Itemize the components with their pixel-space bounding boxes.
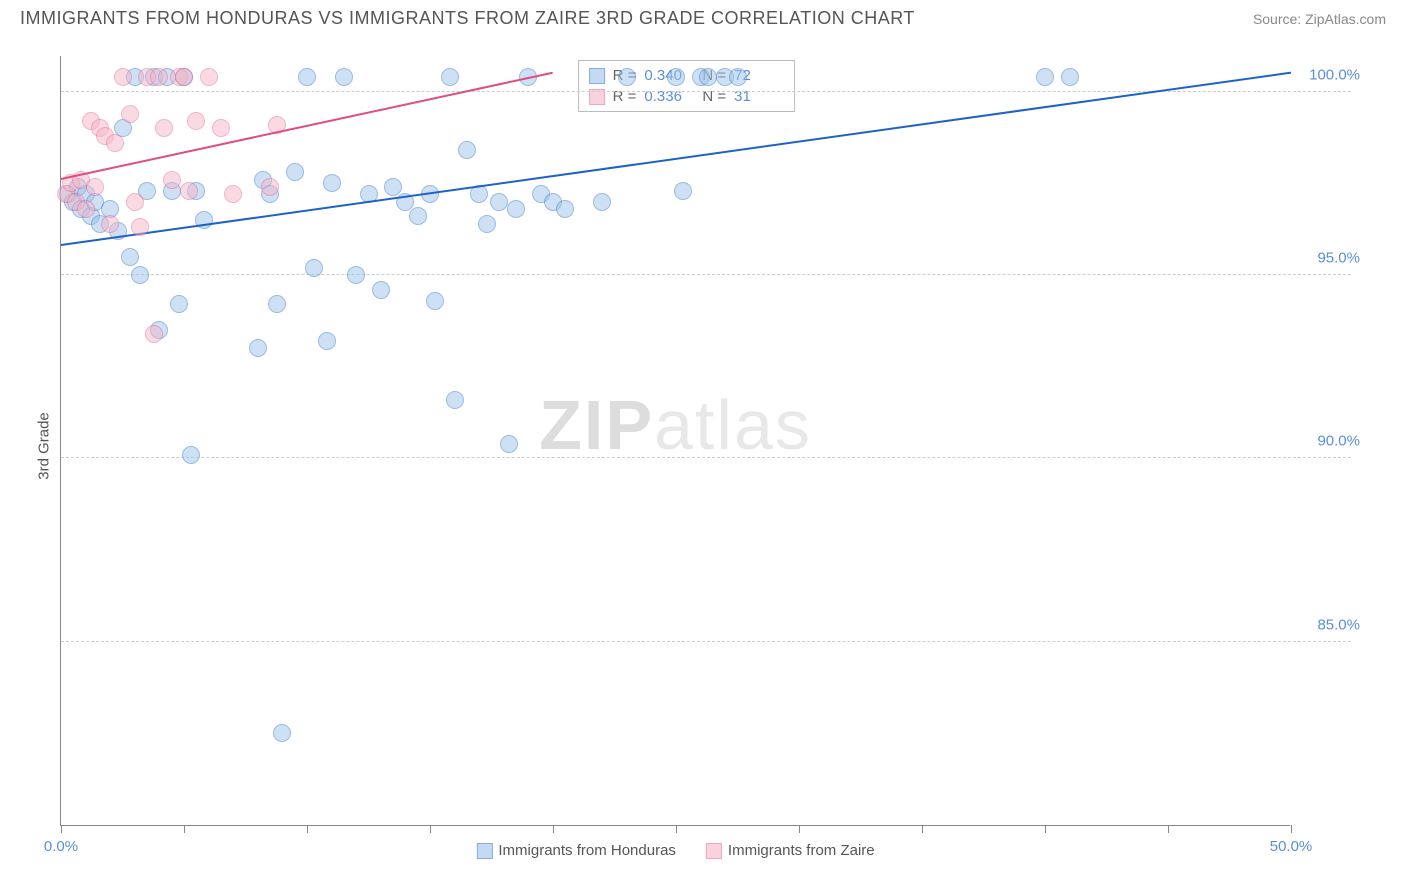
scatter-point bbox=[180, 182, 198, 200]
gridline bbox=[61, 641, 1351, 642]
x-tick-label: 0.0% bbox=[44, 838, 78, 855]
scatter-point bbox=[335, 68, 353, 86]
scatter-point bbox=[298, 68, 316, 86]
x-tick bbox=[553, 825, 554, 833]
scatter-point bbox=[101, 215, 119, 233]
scatter-point bbox=[268, 295, 286, 313]
scatter-point bbox=[1061, 68, 1079, 86]
scatter-point bbox=[175, 68, 193, 86]
stats-legend: R =0.340N =72R =0.336N =31 bbox=[578, 60, 796, 112]
legend-swatch bbox=[476, 843, 492, 859]
x-tick bbox=[799, 825, 800, 833]
x-tick-label: 50.0% bbox=[1270, 838, 1313, 855]
scatter-point bbox=[249, 339, 267, 357]
scatter-point bbox=[323, 174, 341, 192]
legend-item: Immigrants from Zaire bbox=[706, 842, 875, 859]
header: IMMIGRANTS FROM HONDURAS VS IMMIGRANTS F… bbox=[0, 0, 1406, 33]
scatter-point bbox=[490, 193, 508, 211]
scatter-point bbox=[318, 332, 336, 350]
legend-swatch bbox=[706, 843, 722, 859]
scatter-point bbox=[618, 68, 636, 86]
scatter-point bbox=[478, 215, 496, 233]
scatter-point bbox=[347, 266, 365, 284]
y-tick-label: 95.0% bbox=[1317, 250, 1360, 267]
x-tick bbox=[61, 825, 62, 833]
x-tick bbox=[1168, 825, 1169, 833]
scatter-point bbox=[667, 68, 685, 86]
scatter-point bbox=[145, 325, 163, 343]
bottom-legend: Immigrants from Honduras Immigrants from … bbox=[476, 842, 874, 859]
scatter-point bbox=[441, 68, 459, 86]
stats-row: R =0.336N =31 bbox=[589, 86, 785, 107]
chart-title: IMMIGRANTS FROM HONDURAS VS IMMIGRANTS F… bbox=[20, 8, 915, 29]
x-tick bbox=[307, 825, 308, 833]
scatter-point bbox=[699, 68, 717, 86]
scatter-point bbox=[409, 207, 427, 225]
x-tick bbox=[1291, 825, 1292, 833]
scatter-point bbox=[729, 68, 747, 86]
scatter-point bbox=[126, 193, 144, 211]
x-tick bbox=[676, 825, 677, 833]
watermark: ZIPatlas bbox=[539, 385, 812, 465]
scatter-point bbox=[182, 446, 200, 464]
scatter-point bbox=[674, 182, 692, 200]
source-label: Source: ZipAtlas.com bbox=[1253, 11, 1386, 27]
scatter-point bbox=[261, 178, 279, 196]
scatter-point bbox=[131, 218, 149, 236]
scatter-point bbox=[170, 295, 188, 313]
scatter-point bbox=[163, 171, 181, 189]
scatter-point bbox=[286, 163, 304, 181]
legend-item: Immigrants from Honduras bbox=[476, 842, 676, 859]
scatter-point bbox=[593, 193, 611, 211]
scatter-point bbox=[121, 248, 139, 266]
scatter-point bbox=[200, 68, 218, 86]
scatter-point bbox=[77, 200, 95, 218]
scatter-point bbox=[1036, 68, 1054, 86]
gridline bbox=[61, 457, 1351, 458]
scatter-point bbox=[372, 281, 390, 299]
legend-swatch bbox=[589, 68, 605, 84]
scatter-point bbox=[426, 292, 444, 310]
x-tick bbox=[1045, 825, 1046, 833]
y-tick-label: 100.0% bbox=[1309, 66, 1360, 83]
y-tick-label: 85.0% bbox=[1317, 616, 1360, 633]
scatter-point bbox=[155, 119, 173, 137]
trend-line bbox=[61, 71, 553, 179]
scatter-point bbox=[500, 435, 518, 453]
scatter-chart: ZIPatlas R =0.340N =72R =0.336N =31 Immi… bbox=[60, 56, 1290, 826]
scatter-point bbox=[305, 259, 323, 277]
legend-label: Immigrants from Zaire bbox=[728, 842, 875, 859]
y-axis-label: 3rd Grade bbox=[35, 412, 52, 480]
scatter-point bbox=[556, 200, 574, 218]
scatter-point bbox=[106, 134, 124, 152]
scatter-point bbox=[446, 391, 464, 409]
scatter-point bbox=[212, 119, 230, 137]
scatter-point bbox=[187, 112, 205, 130]
scatter-point bbox=[114, 68, 132, 86]
x-tick bbox=[184, 825, 185, 833]
scatter-point bbox=[273, 724, 291, 742]
scatter-point bbox=[150, 68, 168, 86]
y-tick-label: 90.0% bbox=[1317, 433, 1360, 450]
gridline bbox=[61, 274, 1351, 275]
scatter-point bbox=[121, 105, 139, 123]
scatter-point bbox=[458, 141, 476, 159]
x-tick bbox=[922, 825, 923, 833]
scatter-point bbox=[507, 200, 525, 218]
scatter-point bbox=[224, 185, 242, 203]
scatter-point bbox=[86, 178, 104, 196]
legend-label: Immigrants from Honduras bbox=[498, 842, 676, 859]
scatter-point bbox=[131, 266, 149, 284]
x-tick bbox=[430, 825, 431, 833]
